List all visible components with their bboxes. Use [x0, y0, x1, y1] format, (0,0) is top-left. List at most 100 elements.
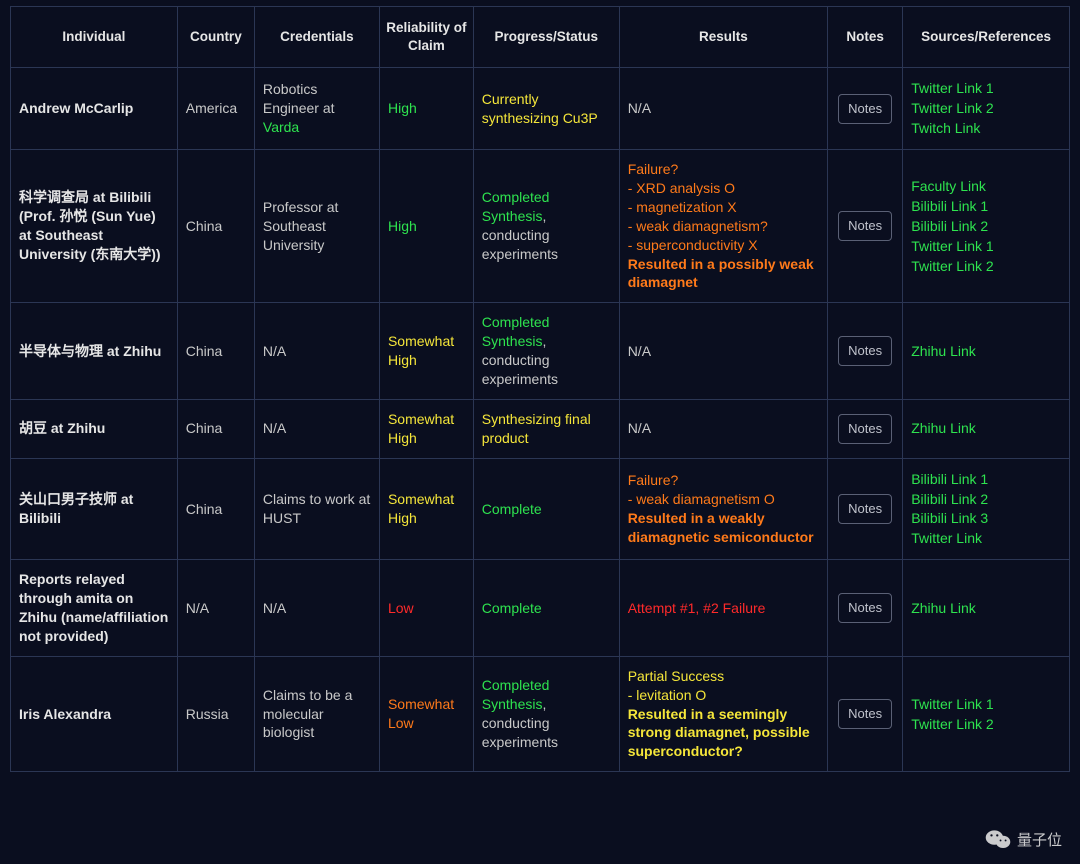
- source-link[interactable]: Twitter Link: [911, 530, 982, 546]
- cell-credentials: Claims to work at HUST: [254, 458, 379, 560]
- credentials-text: Claims to be a molecular biologist: [263, 687, 352, 741]
- cell-results: Attempt #1, #2 Failure: [619, 560, 827, 657]
- cell-sources: Faculty Link Bilibili Link 1 Bilibili Link…: [903, 150, 1070, 303]
- cell-notes: Notes: [828, 560, 903, 657]
- result-line: N/A: [628, 99, 819, 118]
- header-row: Individual Country Credentials Reliabili…: [11, 7, 1070, 68]
- col-results: Results: [619, 7, 827, 68]
- cell-results: N/A: [619, 399, 827, 458]
- cell-country: China: [177, 399, 254, 458]
- col-country: Country: [177, 7, 254, 68]
- cell-notes: Notes: [828, 399, 903, 458]
- result-line: - weak diamagnetism O: [628, 490, 819, 509]
- cell-individual: 关山口男子技师 at Bilibili: [11, 458, 178, 560]
- progress-segment: Currently synthesizing Cu3P: [482, 91, 598, 126]
- source-link[interactable]: Bilibili Link 2: [911, 491, 988, 507]
- cell-notes: Notes: [828, 656, 903, 771]
- col-reliability: Reliability of Claim: [379, 7, 473, 68]
- notes-button[interactable]: Notes: [838, 94, 892, 124]
- result-line: Failure?: [628, 471, 819, 490]
- table-row: Iris AlexandraRussiaClaims to be a molec…: [11, 656, 1070, 771]
- source-link[interactable]: Bilibili Link 1: [911, 198, 988, 214]
- source-link[interactable]: Twitch Link: [911, 120, 980, 136]
- result-line: - XRD analysis O: [628, 179, 819, 198]
- notes-button[interactable]: Notes: [838, 494, 892, 524]
- cell-credentials: Professor at Southeast University: [254, 150, 379, 303]
- result-line: Resulted in a weakly diamagnetic semicon…: [628, 509, 819, 547]
- cell-individual: Iris Alexandra: [11, 656, 178, 771]
- col-notes: Notes: [828, 7, 903, 68]
- source-link[interactable]: Twitter Link 1: [911, 238, 993, 254]
- cell-country: America: [177, 68, 254, 150]
- notes-button[interactable]: Notes: [838, 414, 892, 444]
- result-line: Failure?: [628, 160, 819, 179]
- source-link[interactable]: Bilibili Link 2: [911, 218, 988, 234]
- source-link[interactable]: Zhihu Link: [911, 420, 976, 436]
- progress-segment: Complete: [482, 600, 542, 616]
- cell-sources: Bilibili Link 1 Bilibili Link 2 Bilibili L…: [903, 458, 1070, 560]
- table-row: 半导体与物理 at ZhihuChinaN/ASomewhat HighComp…: [11, 303, 1070, 400]
- table-container: Individual Country Credentials Reliabili…: [0, 0, 1080, 778]
- cell-results: Failure?- XRD analysis O- magnetization …: [619, 150, 827, 303]
- source-link[interactable]: Twitter Link 2: [911, 716, 993, 732]
- cell-progress: Synthesizing final product: [473, 399, 619, 458]
- credentials-link[interactable]: Varda: [263, 119, 299, 135]
- source-link[interactable]: Twitter Link 1: [911, 696, 993, 712]
- cell-individual: 胡豆 at Zhihu: [11, 399, 178, 458]
- replication-table: Individual Country Credentials Reliabili…: [10, 6, 1070, 772]
- col-credentials: Credentials: [254, 7, 379, 68]
- source-link[interactable]: Bilibili Link 3: [911, 510, 988, 526]
- notes-button[interactable]: Notes: [838, 336, 892, 366]
- source-link[interactable]: Faculty Link: [911, 178, 986, 194]
- cell-country: China: [177, 458, 254, 560]
- cell-individual: 科学调查局 at Bilibili (Prof. 孙悦 (Sun Yue) at…: [11, 150, 178, 303]
- cell-reliability: High: [379, 150, 473, 303]
- credentials-text: Professor at Southeast University: [263, 199, 338, 253]
- cell-sources: Twitter Link 1 Twitter Link 2 Twitch Link: [903, 68, 1070, 150]
- source-link[interactable]: Zhihu Link: [911, 343, 976, 359]
- cell-individual: Andrew McCarlip: [11, 68, 178, 150]
- result-line: - weak diamagnetism?: [628, 217, 819, 236]
- notes-button[interactable]: Notes: [838, 593, 892, 623]
- cell-reliability: Somewhat Low: [379, 656, 473, 771]
- cell-reliability: Somewhat High: [379, 458, 473, 560]
- watermark-text: 量子位: [1017, 829, 1062, 850]
- cell-reliability: Low: [379, 560, 473, 657]
- cell-credentials: N/A: [254, 303, 379, 400]
- notes-button[interactable]: Notes: [838, 699, 892, 729]
- cell-credentials: N/A: [254, 560, 379, 657]
- cell-country: China: [177, 150, 254, 303]
- cell-notes: Notes: [828, 458, 903, 560]
- credentials-text: Claims to work at HUST: [263, 491, 370, 526]
- result-line: Resulted in a seemingly strong diamagnet…: [628, 705, 819, 762]
- credentials-text: N/A: [263, 600, 286, 616]
- progress-segment: Complete: [482, 501, 542, 517]
- notes-button[interactable]: Notes: [838, 211, 892, 241]
- progress-segment: Synthesizing final product: [482, 411, 591, 446]
- cell-reliability: Somewhat High: [379, 399, 473, 458]
- result-line: N/A: [628, 342, 819, 361]
- source-link[interactable]: Zhihu Link: [911, 600, 976, 616]
- cell-sources: Twitter Link 1 Twitter Link 2: [903, 656, 1070, 771]
- cell-notes: Notes: [828, 150, 903, 303]
- cell-reliability: Somewhat High: [379, 303, 473, 400]
- cell-progress: Complete: [473, 560, 619, 657]
- credentials-text: Robotics Engineer at: [263, 81, 335, 116]
- cell-notes: Notes: [828, 68, 903, 150]
- cell-country: Russia: [177, 656, 254, 771]
- source-link[interactable]: Twitter Link 2: [911, 258, 993, 274]
- progress-segment: Completed Synthesis: [482, 677, 550, 712]
- col-progress: Progress/Status: [473, 7, 619, 68]
- cell-sources: Zhihu Link: [903, 303, 1070, 400]
- credentials-text: N/A: [263, 420, 286, 436]
- source-link[interactable]: Twitter Link 1: [911, 80, 993, 96]
- source-link[interactable]: Twitter Link 2: [911, 100, 993, 116]
- result-line: N/A: [628, 419, 819, 438]
- source-link[interactable]: Bilibili Link 1: [911, 471, 988, 487]
- cell-progress: Complete: [473, 458, 619, 560]
- cell-results: Failure?- weak diamagnetism OResulted in…: [619, 458, 827, 560]
- cell-individual: 半导体与物理 at Zhihu: [11, 303, 178, 400]
- table-row: 科学调查局 at Bilibili (Prof. 孙悦 (Sun Yue) at…: [11, 150, 1070, 303]
- cell-progress: Currently synthesizing Cu3P: [473, 68, 619, 150]
- cell-country: N/A: [177, 560, 254, 657]
